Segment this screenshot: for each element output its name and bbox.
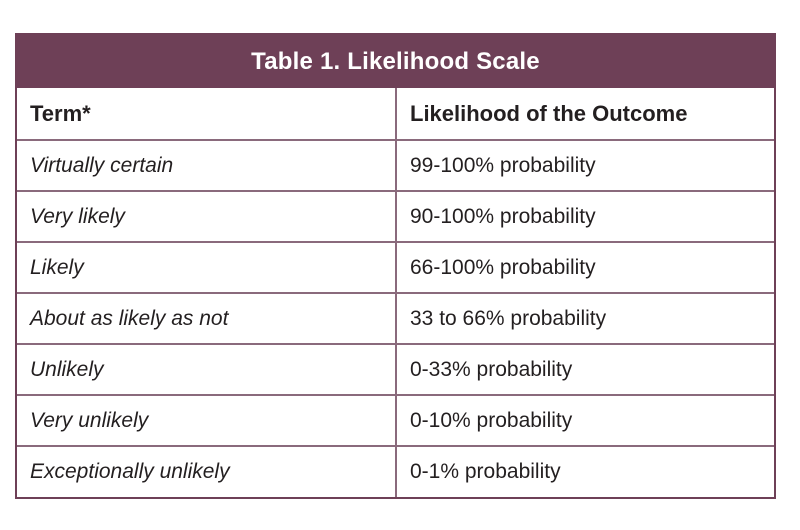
term-cell: Virtually certain: [17, 140, 397, 192]
table-grid: Term* Likelihood of the Outcome Virtuall…: [17, 88, 774, 497]
table-row: Very unlikely 0-10% probability: [17, 395, 774, 447]
term-cell: Very likely: [17, 191, 397, 243]
term-cell: Very unlikely: [17, 395, 397, 447]
likelihood-cell: 0-10% probability: [396, 395, 774, 447]
table-row: Very likely 90-100% probability: [17, 191, 774, 243]
term-cell: Unlikely: [17, 344, 397, 396]
column-header-term: Term*: [17, 88, 397, 141]
term-cell: Likely: [17, 242, 397, 294]
likelihood-cell: 0-1% probability: [410, 460, 561, 483]
likelihood-cell: 66-100% probability: [396, 242, 774, 294]
table-row: Likely 66-100% probability: [17, 242, 774, 294]
table-row: Virtually certain 99-100% probability: [17, 140, 774, 192]
likelihood-scale-table: Table 1. Likelihood Scale Term* Likeliho…: [15, 33, 776, 499]
table-caption: Table 1. Likelihood Scale: [17, 35, 774, 88]
term-cell: Exceptionally unlikely: [17, 446, 397, 497]
table-row: About as likely as not 33 to 66% probabi…: [17, 293, 774, 345]
column-header-likelihood: Likelihood of the Outcome: [396, 88, 774, 141]
term-cell: About as likely as not: [17, 293, 397, 345]
likelihood-cell: 33 to 66% probability: [396, 293, 774, 345]
likelihood-cell: 90-100% probability: [396, 191, 774, 243]
likelihood-cell: 0-33% probability: [396, 344, 774, 396]
table-row: Exceptionally unlikely 0-1% probability: [17, 446, 774, 497]
table-row: Unlikely 0-33% probability: [17, 344, 774, 396]
likelihood-cell: 99-100% probability: [396, 140, 774, 192]
header-row: Term* Likelihood of the Outcome: [17, 88, 774, 141]
